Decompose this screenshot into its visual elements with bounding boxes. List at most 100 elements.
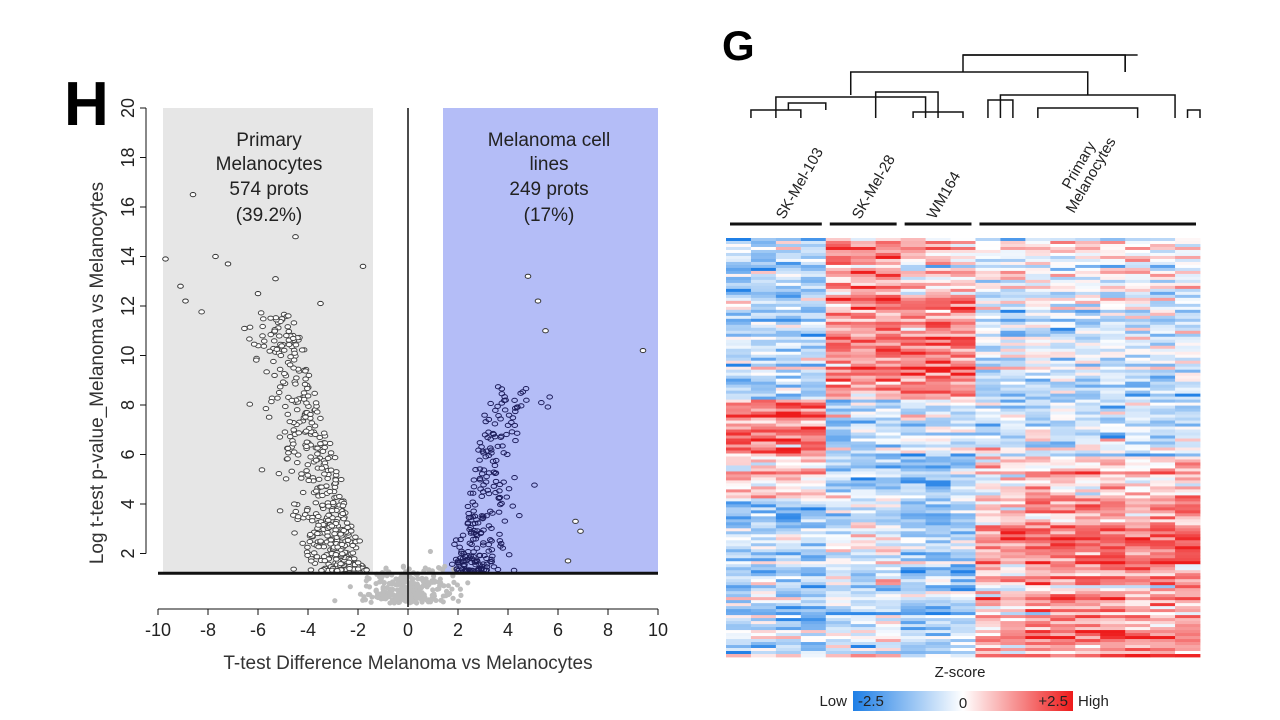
heatmap-cell [925,243,951,248]
heatmap-cell [1175,450,1201,454]
heatmap-cell [1050,552,1076,556]
heatmap-cell [1075,585,1101,589]
heatmap-cell [800,429,827,433]
volcano-outlier-point [272,276,279,282]
heatmap-cell [800,255,827,260]
heatmap-cell [1125,411,1151,415]
heatmap-cell [750,531,777,535]
heatmap-cell [875,309,902,314]
volcano-point-up [463,557,470,564]
heatmap-cell [1125,297,1151,302]
heatmap-cell [1075,474,1101,478]
heatmap-cell [1150,642,1176,646]
heatmap-cell [875,627,902,631]
heatmap-cell [726,594,752,598]
heatmap-cell [975,285,1001,290]
heatmap-cell [850,627,877,631]
heatmap-cell [850,342,877,347]
heatmap-cell [900,300,926,305]
heatmap-cell [950,465,976,469]
heatmap-cell [875,507,902,511]
heatmap-cell [875,618,902,622]
heatmap-cell [1175,273,1201,278]
heatmap-cell [925,483,951,487]
heatmap-cell [775,405,802,409]
heatmap-cell [775,408,802,412]
heatmap-cell [825,492,852,496]
heatmap-cell [975,255,1001,260]
heatmap-cell [1000,327,1026,332]
heatmap-cell [850,291,877,296]
heatmap-cell [1150,354,1176,359]
volcano-point-up [503,494,511,500]
heatmap-cell [825,375,852,380]
heatmap-cell [1025,312,1051,317]
heatmap-cell [900,315,926,320]
heatmap-cell [1075,594,1101,598]
heatmap-cell [1100,345,1126,350]
heatmap-cell [975,576,1001,580]
heatmap-cell [925,333,951,338]
heatmap-cell [925,540,951,544]
heatmap-cell [1000,291,1026,296]
heatmap-cell [950,603,976,607]
heatmap-cell [1075,363,1101,368]
volcano-point-up [544,404,552,410]
heatmap-cell [1150,396,1176,401]
heatmap-cell [900,450,926,454]
heatmap-cell [726,642,752,646]
heatmap-cell [825,468,852,472]
heatmap-cell [1150,579,1176,583]
heatmap-cell [950,495,976,499]
heatmap-cell [750,294,777,299]
heatmap-cell [1125,408,1151,412]
volcano-point-nonsig [449,586,455,592]
heatmap-cell [1050,543,1076,547]
heatmap-cell [850,360,877,365]
heatmap-cell [950,309,976,314]
heatmap-cell [750,300,777,305]
volcano-point-up [487,537,494,543]
heatmap-cell [875,300,902,305]
heatmap-cell [875,471,902,475]
heatmap-cell [1175,630,1201,634]
heatmap-cell [1150,483,1176,487]
heatmap-cell [900,549,926,553]
heatmap-cell [800,351,827,356]
heatmap-cell [950,330,976,335]
heatmap-cell [800,438,827,442]
heatmap-cell [1175,519,1201,523]
heatmap-cell [1125,534,1151,538]
heatmap-cell [1075,276,1101,281]
heatmap-cell [750,255,777,260]
heatmap-cell [1100,588,1126,592]
heatmap-cell [1075,402,1101,406]
heatmap-cell [1175,282,1201,287]
heatmap-cell [950,441,976,445]
heatmap-cell [775,246,802,251]
volcano-point-down [281,429,289,435]
heatmap-cell [1175,558,1201,562]
heatmap-cell [1150,591,1176,595]
heatmap-cell [850,453,877,457]
x-tick-label: -6 [250,620,266,640]
heatmap-cell [925,282,951,287]
heatmap-cell [1125,483,1151,487]
heatmap-cell [975,432,1001,436]
heatmap-cell [1025,492,1051,496]
heatmap-cell [1100,303,1126,308]
heatmap-cell [1075,609,1101,613]
heatmap-cell [1075,534,1101,538]
heatmap-cell [1025,387,1051,392]
heatmap-cell [825,342,852,347]
heatmap-cell [975,639,1001,643]
heatmap-cell [800,543,827,547]
heatmap-cell [1000,435,1026,439]
heatmap-cell [800,612,827,616]
heatmap-cell [1075,633,1101,637]
heatmap-cell [775,402,802,406]
heatmap-cell [1100,519,1126,523]
volcano-point-down [287,354,294,360]
heatmap-cell [1000,294,1026,299]
heatmap-cell [1100,585,1126,589]
